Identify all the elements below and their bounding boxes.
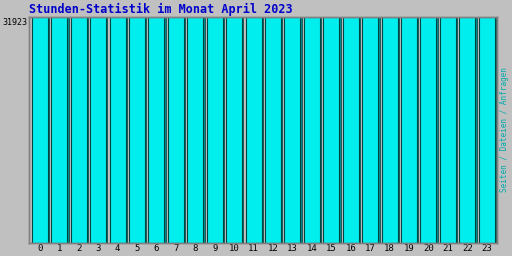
Bar [286,0,302,243]
Bar [227,0,244,243]
Y-axis label: Seiten / Dateien / Anfragen: Seiten / Dateien / Anfragen [500,68,509,192]
Bar [207,0,223,243]
Bar [32,0,48,243]
Bar [304,0,320,243]
Bar [92,0,108,243]
Bar [51,0,67,243]
Bar [208,0,224,243]
Bar [305,0,321,243]
Bar [480,0,496,243]
Bar [383,0,399,243]
Bar [479,0,495,243]
Bar [420,0,436,243]
Bar [362,0,378,243]
Bar [246,0,262,243]
Bar [148,0,164,243]
Bar [129,0,145,243]
Bar [285,0,301,243]
Bar [189,0,205,243]
Bar [71,0,87,243]
Bar [344,0,360,243]
Bar [265,0,281,243]
Bar [381,0,398,243]
Bar [131,0,146,243]
Bar [72,0,88,243]
Bar [343,0,359,243]
Bar [459,0,475,243]
Bar [266,0,282,243]
Bar [364,0,379,243]
Bar [33,0,49,243]
Bar [111,0,127,243]
Bar [53,0,69,243]
Bar [440,0,456,243]
Bar [441,0,457,243]
Bar [226,0,242,243]
Bar [324,0,339,243]
Bar [90,0,106,243]
Bar [247,0,263,243]
Bar [187,0,203,243]
Bar [325,0,340,243]
Bar [168,0,184,243]
Bar [402,0,418,243]
Bar [150,0,166,243]
Bar [461,0,477,243]
Bar [169,0,185,243]
Bar [110,0,125,243]
Text: Stunden-Statistik im Monat April 2023: Stunden-Statistik im Monat April 2023 [29,3,293,16]
Bar [401,0,417,243]
Bar [422,0,438,243]
